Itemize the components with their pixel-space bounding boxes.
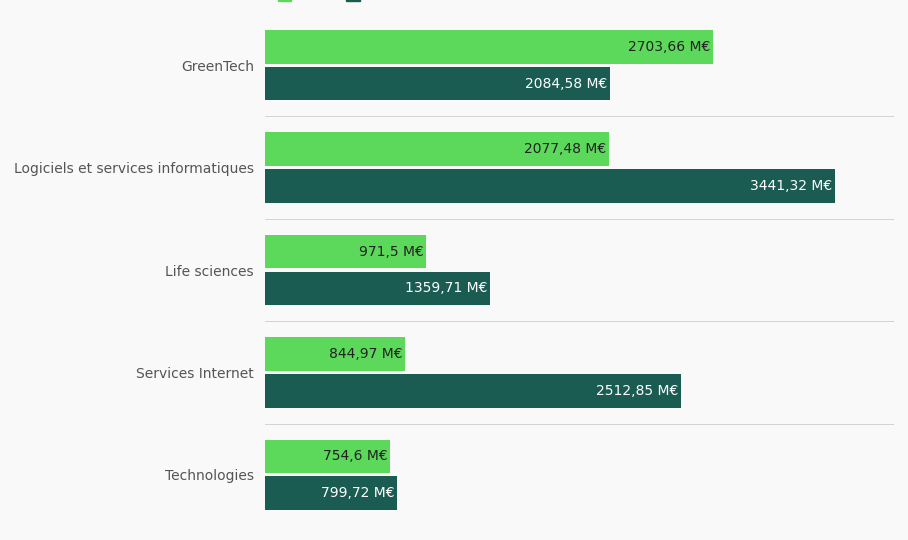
Bar	[265, 272, 490, 305]
Text: 2703,66 M€: 2703,66 M€	[627, 39, 710, 53]
Bar	[265, 337, 405, 371]
Legend: 2023, 2022: 2023, 2022	[271, 0, 406, 8]
Text: 971,5 M€: 971,5 M€	[359, 245, 423, 259]
Text: 2077,48 M€: 2077,48 M€	[524, 142, 607, 156]
Bar	[265, 476, 398, 510]
Text: 1359,71 M€: 1359,71 M€	[405, 281, 488, 295]
Text: 799,72 M€: 799,72 M€	[321, 487, 395, 501]
Bar	[265, 132, 609, 166]
Bar	[265, 30, 713, 64]
Bar	[265, 169, 834, 203]
Text: 3441,32 M€: 3441,32 M€	[750, 179, 833, 193]
Bar	[265, 235, 426, 268]
Text: 844,97 M€: 844,97 M€	[329, 347, 402, 361]
Bar	[265, 440, 390, 474]
Text: 2512,85 M€: 2512,85 M€	[597, 384, 678, 398]
Text: 754,6 M€: 754,6 M€	[323, 449, 388, 463]
Text: 2084,58 M€: 2084,58 M€	[526, 77, 607, 91]
Bar	[265, 374, 681, 408]
Bar	[265, 66, 610, 100]
